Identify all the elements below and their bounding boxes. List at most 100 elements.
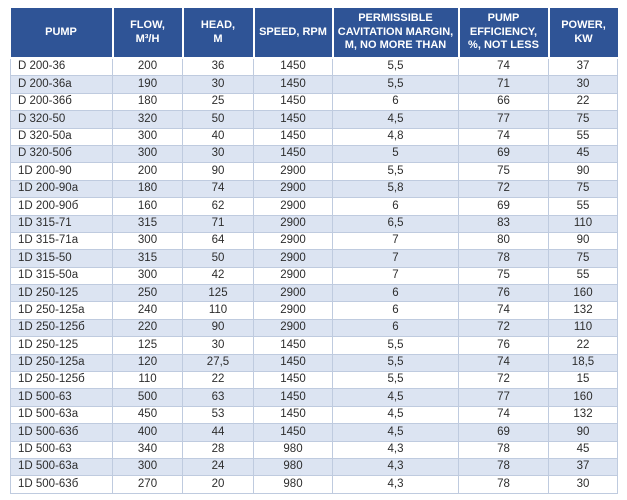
pump-name-cell: D 200-36a bbox=[10, 75, 113, 94]
value-cell: 200 bbox=[112, 162, 183, 181]
value-cell: 37 bbox=[548, 57, 618, 77]
value-cell: 42 bbox=[182, 266, 254, 286]
table-row: 1D 250-125a 120 27,5 1450 5,5 74 18,5 bbox=[10, 353, 618, 373]
value-cell: 4,5 bbox=[332, 405, 459, 425]
table-row: 1D 500-63a 450 53 1450 4,5 74 132 bbox=[10, 405, 618, 425]
pump-name-cell: 1D 200-90б bbox=[10, 197, 113, 216]
table-row: 1D 250-125б 110 22 1450 5,5 72 15 bbox=[10, 371, 618, 390]
value-cell: 71 bbox=[458, 75, 549, 94]
table-row: 1D 500-63 340 28 980 4,3 78 45 bbox=[10, 440, 618, 459]
pump-spec-table: PUMP FLOW, M³/H HEAD, M SPEED, RPM PERMISSIB… bbox=[10, 8, 618, 494]
table-row: D 200-36 200 36 1450 5,5 74 37 bbox=[10, 57, 618, 77]
table-row: 1D 500-63б 270 20 980 4,3 78 30 bbox=[10, 475, 618, 494]
value-cell: 78 bbox=[458, 475, 549, 494]
value-cell: 62 bbox=[182, 197, 254, 216]
value-cell: 4,5 bbox=[332, 110, 459, 129]
table-row: 1D 315-71a 300 64 2900 7 80 90 bbox=[10, 231, 618, 251]
table-body: D 200-36 200 36 1450 5,5 74 37 D 200-36a 190 30 14… bbox=[10, 57, 618, 494]
pump-name-cell: 1D 315-71a bbox=[10, 231, 113, 251]
column-header-power: POWER, KW bbox=[547, 8, 618, 59]
pump-name-cell: 1D 250-125 bbox=[10, 336, 113, 355]
value-cell: 320 bbox=[112, 110, 183, 129]
value-cell: 72 bbox=[458, 179, 549, 199]
value-cell: 1450 bbox=[253, 127, 333, 146]
pump-name-cell: D 200-36 bbox=[10, 57, 113, 77]
value-cell: 1450 bbox=[253, 110, 333, 129]
value-cell: 90 bbox=[548, 231, 618, 251]
value-cell: 160 bbox=[548, 284, 618, 303]
pump-name-cell: 1D 315-50 bbox=[10, 249, 113, 268]
value-cell: 75 bbox=[458, 162, 549, 181]
value-cell: 1450 bbox=[253, 75, 333, 94]
value-cell: 7 bbox=[332, 231, 459, 251]
value-cell: 30 bbox=[182, 336, 254, 355]
value-cell: 6 bbox=[332, 318, 459, 338]
column-header-pump: PUMP bbox=[10, 8, 113, 59]
table-row: 1D 250-125 125 30 1450 5,5 76 22 bbox=[10, 336, 618, 355]
value-cell: 132 bbox=[548, 405, 618, 425]
pump-name-cell: 1D 250-125a bbox=[10, 301, 113, 320]
value-cell: 74 bbox=[458, 353, 549, 373]
value-cell: 24 bbox=[182, 457, 254, 477]
value-cell: 4,8 bbox=[332, 127, 459, 146]
value-cell: 220 bbox=[112, 318, 183, 338]
value-cell: 270 bbox=[112, 475, 183, 494]
value-cell: 40 bbox=[182, 127, 254, 146]
pump-name-cell: 1D 500-63a bbox=[10, 405, 113, 425]
table-row: D 320-50б 300 30 1450 5 69 45 bbox=[10, 144, 618, 164]
value-cell: 4,3 bbox=[332, 457, 459, 477]
value-cell: 55 bbox=[548, 266, 618, 286]
table-row: D 320-50 320 50 1450 4,5 77 75 bbox=[10, 110, 618, 129]
value-cell: 120 bbox=[112, 353, 183, 373]
value-cell: 90 bbox=[182, 162, 254, 181]
value-cell: 74 bbox=[458, 301, 549, 320]
value-cell: 340 bbox=[112, 440, 183, 459]
value-cell: 37 bbox=[548, 457, 618, 477]
value-cell: 72 bbox=[458, 318, 549, 338]
pump-name-cell: D 320-50 bbox=[10, 110, 113, 129]
value-cell: 30 bbox=[182, 75, 254, 94]
pump-name-cell: 1D 200-90a bbox=[10, 179, 113, 199]
pump-name-cell: D 200-36б bbox=[10, 92, 113, 112]
value-cell: 6 bbox=[332, 301, 459, 320]
value-cell: 15 bbox=[548, 371, 618, 390]
pump-name-cell: 1D 250-125a bbox=[10, 353, 113, 373]
value-cell: 4,5 bbox=[332, 423, 459, 442]
table-row: D 320-50a 300 40 1450 4,8 74 55 bbox=[10, 127, 618, 146]
value-cell: 2900 bbox=[253, 318, 333, 338]
value-cell: 2900 bbox=[253, 284, 333, 303]
value-cell: 180 bbox=[112, 179, 183, 199]
table-row: 1D 500-63 500 63 1450 4,5 77 160 bbox=[10, 388, 618, 407]
table-row: 1D 250-125 250 125 2900 6 76 160 bbox=[10, 284, 618, 303]
value-cell: 83 bbox=[458, 214, 549, 233]
value-cell: 72 bbox=[458, 371, 549, 390]
value-cell: 25 bbox=[182, 92, 254, 112]
value-cell: 74 bbox=[458, 57, 549, 77]
value-cell: 1450 bbox=[253, 353, 333, 373]
value-cell: 36 bbox=[182, 57, 254, 77]
value-cell: 5,5 bbox=[332, 371, 459, 390]
value-cell: 110 bbox=[182, 301, 254, 320]
value-cell: 75 bbox=[548, 179, 618, 199]
value-cell: 55 bbox=[548, 197, 618, 216]
value-cell: 4,3 bbox=[332, 475, 459, 494]
table-row: 1D 500-63a 300 24 980 4,3 78 37 bbox=[10, 457, 618, 477]
pump-name-cell: 1D 500-63б bbox=[10, 475, 113, 494]
value-cell: 450 bbox=[112, 405, 183, 425]
value-cell: 30 bbox=[548, 75, 618, 94]
value-cell: 300 bbox=[112, 457, 183, 477]
value-cell: 400 bbox=[112, 423, 183, 442]
value-cell: 77 bbox=[458, 110, 549, 129]
table-row: 1D 315-50 315 50 2900 7 78 75 bbox=[10, 249, 618, 268]
value-cell: 980 bbox=[253, 475, 333, 494]
value-cell: 110 bbox=[548, 318, 618, 338]
value-cell: 75 bbox=[548, 249, 618, 268]
pump-name-cell: 1D 315-50a bbox=[10, 266, 113, 286]
value-cell: 74 bbox=[458, 405, 549, 425]
pump-name-cell: 1D 250-125 bbox=[10, 284, 113, 303]
value-cell: 125 bbox=[112, 336, 183, 355]
value-cell: 5,5 bbox=[332, 336, 459, 355]
value-cell: 77 bbox=[458, 388, 549, 407]
value-cell: 28 bbox=[182, 440, 254, 459]
value-cell: 1450 bbox=[253, 423, 333, 442]
